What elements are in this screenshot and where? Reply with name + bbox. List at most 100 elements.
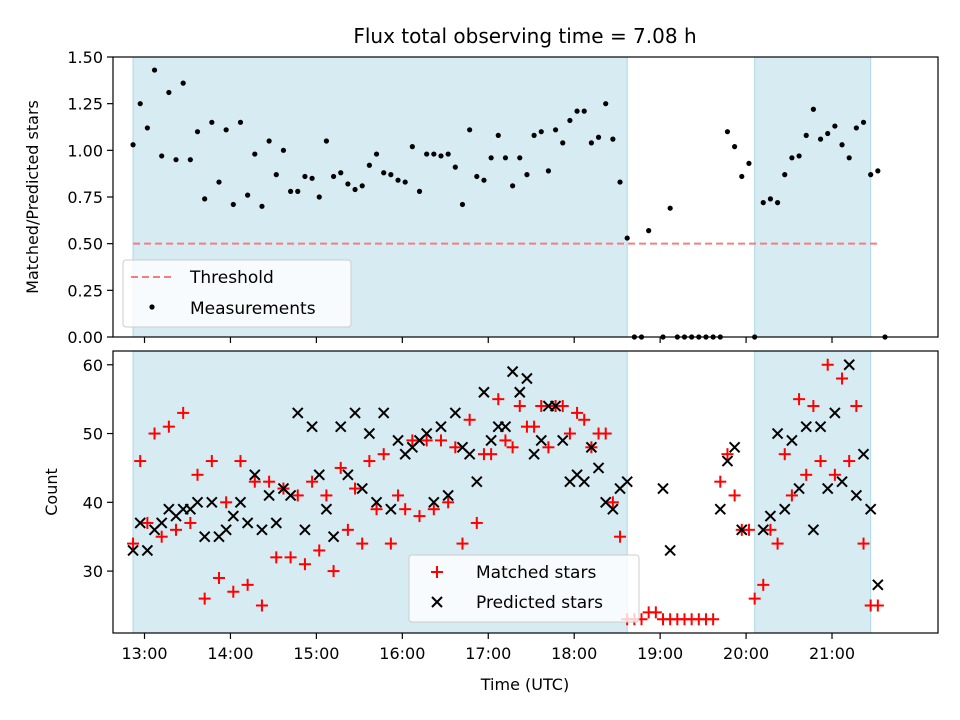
- predicted-star-point: [234, 496, 247, 509]
- predicted-star-point: [385, 503, 397, 515]
- bottom-y-axis: 30 40 50 60: [83, 356, 113, 581]
- measurement-point: [510, 183, 516, 189]
- matched-star-point: [800, 468, 813, 481]
- predicted-star-point: [363, 427, 376, 440]
- predicted-star-point: [664, 544, 676, 557]
- measurement-point: [159, 153, 165, 159]
- top-legend: Threshold Measurements: [122, 259, 352, 328]
- measurement-point: [273, 172, 279, 178]
- matched-star-point: [306, 475, 319, 488]
- matched-star-point: [363, 455, 376, 468]
- top-y-tick-label: 1.00: [67, 141, 103, 160]
- bottom-plot-frame: [112, 350, 939, 634]
- matched-star-point: [427, 503, 440, 516]
- measurement-point: [402, 179, 408, 185]
- measurement-point: [474, 173, 480, 180]
- top-y-tick-label: 0.50: [67, 235, 103, 254]
- measurement-point: [144, 125, 150, 131]
- measurement-point: [767, 196, 774, 202]
- matched-star-point: [270, 551, 283, 564]
- predicted-star-point: [843, 359, 855, 371]
- measurement-point: [216, 179, 222, 185]
- measurement-point: [409, 144, 415, 150]
- predicted-star-point: [292, 407, 304, 419]
- x-tick-label: 16:00: [379, 644, 425, 663]
- measurement-point: [860, 119, 867, 125]
- x-axis-label: Time (UTC): [480, 675, 569, 694]
- predicted-star-point: [420, 427, 433, 440]
- matched-star-point: [384, 537, 397, 550]
- matched-star-point: [843, 455, 856, 468]
- matched-star-point: [535, 400, 548, 413]
- predicted-star-point: [850, 489, 863, 502]
- matched-star-point: [255, 599, 268, 612]
- measurement-point: [760, 200, 766, 206]
- bottom-y-tick-label: 60: [83, 356, 103, 375]
- predicted-star-point: [327, 531, 340, 543]
- predicted-star-point: [256, 524, 268, 536]
- matched-star-point: [748, 592, 761, 605]
- matched-star-point: [356, 537, 369, 550]
- predicted-star-point: [800, 420, 812, 433]
- matched-star-point: [485, 448, 498, 461]
- predicted-star-point: [356, 482, 368, 495]
- matched-star-point: [162, 420, 175, 433]
- measurement-point: [280, 147, 287, 153]
- measurement-point: [323, 138, 330, 144]
- matched-star-point: [757, 578, 770, 591]
- matched-star-point: [320, 489, 333, 502]
- measurement-point: [202, 196, 208, 202]
- measurement-point: [452, 164, 458, 170]
- predicted-star-point: [463, 448, 476, 460]
- predicted-star-point: [779, 503, 791, 515]
- measurement-point: [151, 67, 158, 73]
- top-y-tick-label: 0.25: [67, 281, 103, 300]
- predicted-star-point: [528, 448, 540, 460]
- measurement-point: [810, 106, 816, 112]
- predicted-star-point: [392, 434, 404, 447]
- top-y-tick-label: 0.00: [67, 328, 103, 347]
- measurement-point: [223, 127, 229, 133]
- matched-star-point: [793, 393, 806, 406]
- measurement-point: [724, 129, 731, 135]
- measurement-point: [567, 117, 573, 124]
- predicted-star-point: [206, 496, 218, 509]
- measurement-point: [366, 162, 372, 168]
- measurement-point: [345, 181, 351, 187]
- measurement-point: [288, 188, 294, 194]
- predicted-star-point: [284, 489, 297, 502]
- matched-star-point: [506, 441, 519, 454]
- predicted-star-point: [621, 475, 633, 488]
- measurement-point: [373, 151, 380, 157]
- matched-star-point: [470, 516, 483, 529]
- predicted-star-point: [485, 434, 497, 447]
- matched-star-point: [170, 523, 183, 536]
- measurement-point: [302, 173, 308, 180]
- matched-star-point: [513, 400, 526, 413]
- measurement-point: [252, 151, 258, 157]
- measurement-point: [395, 177, 401, 183]
- matched-star-point: [134, 455, 147, 468]
- matched-star-point: [614, 530, 627, 543]
- predicted-star-point: [377, 407, 390, 419]
- measurement-point: [209, 119, 215, 125]
- matched-star-point: [742, 523, 755, 536]
- matched-star-point: [463, 413, 476, 426]
- predicted-star-point: [191, 496, 204, 509]
- matched-star-point: [155, 530, 168, 543]
- measurement-point: [875, 168, 881, 174]
- predicted-star-point: [155, 517, 168, 529]
- matched-star-point: [821, 358, 834, 371]
- measurement-point: [545, 168, 552, 174]
- measurement-point: [295, 188, 301, 194]
- matched-star-point: [556, 400, 569, 413]
- predicted-star-point: [535, 434, 547, 447]
- x-tick-label: 18:00: [551, 644, 597, 663]
- matched-star-point: [141, 516, 154, 529]
- matched-star-point: [313, 544, 326, 557]
- predicted-star-point: [557, 434, 569, 447]
- matched-star-point: [127, 537, 140, 550]
- x-tick-label: 13:00: [121, 644, 167, 663]
- measurement-point: [624, 235, 630, 241]
- measurement-point: [588, 140, 594, 146]
